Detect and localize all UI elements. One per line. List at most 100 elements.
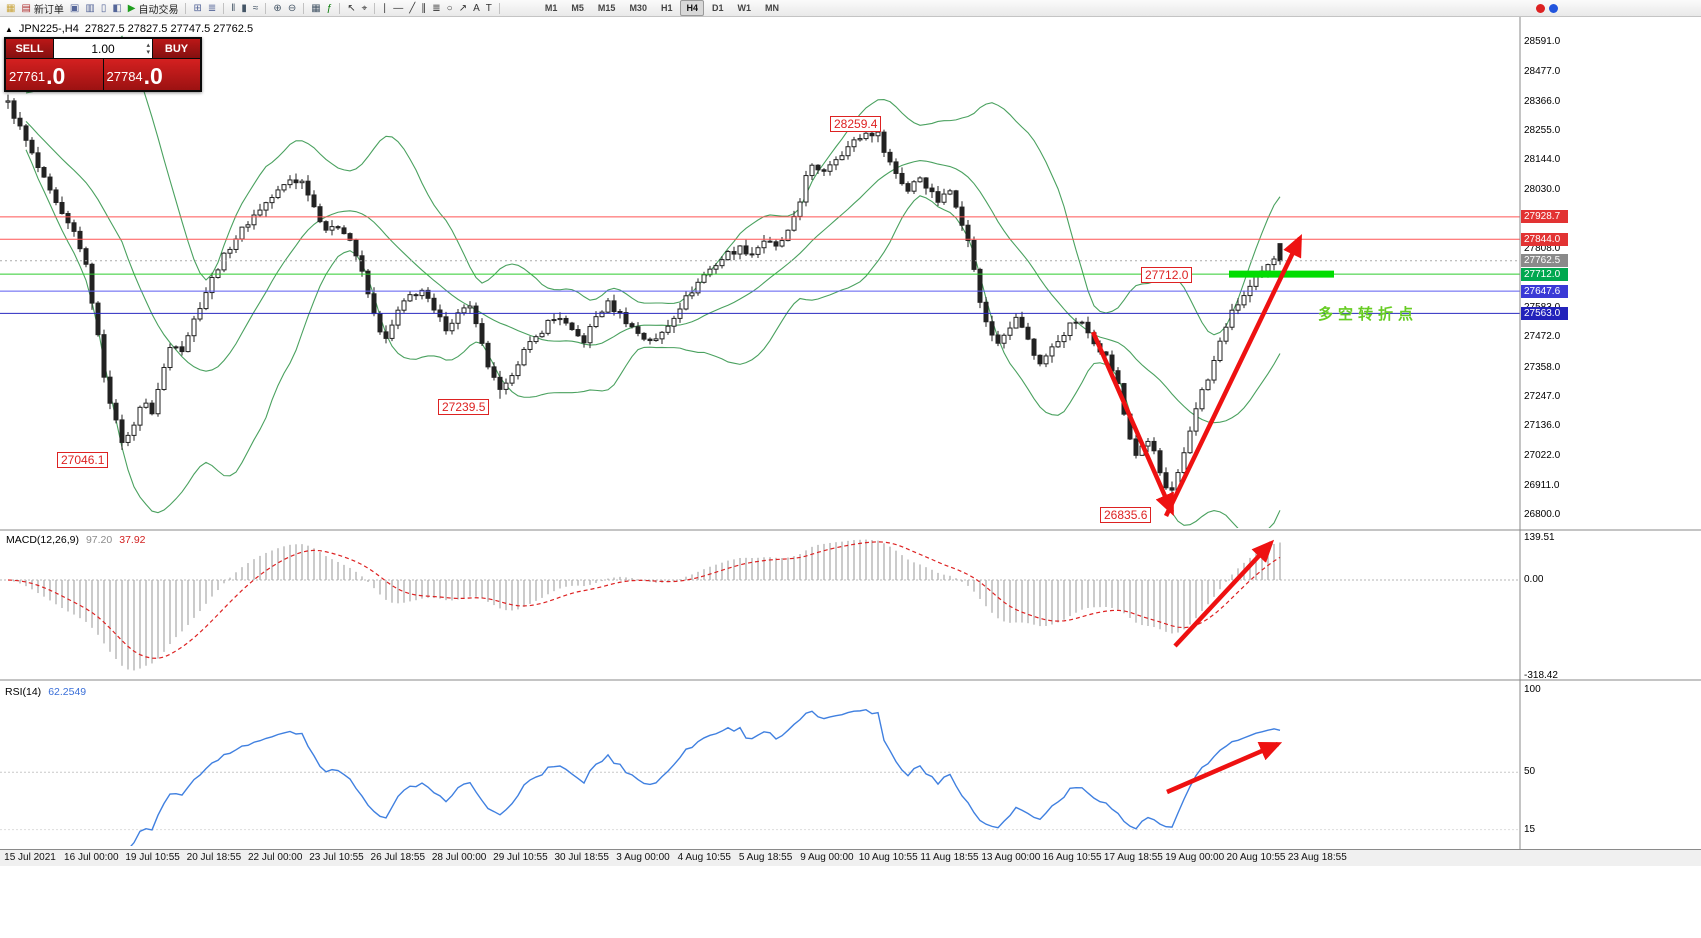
macd-signal-value: 37.92 — [119, 534, 146, 546]
rsi-axis-label: 50 — [1524, 766, 1536, 778]
chart-title: ▲ JPN225-,H4 27827.5 27827.5 27747.5 277… — [5, 23, 253, 35]
price-annotation-label[interactable]: 26835.6 — [1100, 507, 1152, 523]
shapes-icon[interactable]: ○ — [445, 1, 455, 16]
trendline-icon[interactable]: ╱ — [407, 1, 417, 16]
rsi-value: 62.2549 — [48, 686, 87, 698]
time-axis-label: 15 Jul 2021 — [4, 852, 56, 863]
trend-arrow-2[interactable] — [1163, 233, 1303, 517]
timeframe-m1-button[interactable]: M1 — [544, 3, 558, 13]
profiles-list-icon[interactable]: ≣ — [206, 1, 218, 16]
buy-button[interactable]: BUY — [153, 39, 200, 58]
timeframe-m30-button[interactable]: M30 — [629, 3, 647, 13]
zoom-out-icon[interactable]: ⊖ — [286, 1, 298, 16]
text-icon[interactable]: A — [471, 1, 482, 16]
trend-arrow-4[interactable] — [1166, 741, 1283, 795]
price-annotation-label[interactable]: 27712.0 — [1141, 267, 1193, 283]
current-price-badge: 27762.5 — [1521, 254, 1568, 268]
indicators-icon[interactable]: ƒ — [325, 1, 335, 16]
bollinger-middle-band — [25, 120, 1281, 424]
zoom-in-icon[interactable]: ⊕ — [271, 1, 283, 16]
time-axis-label: 23 Jul 10:55 — [309, 852, 364, 863]
toolbar-separator — [498, 2, 500, 14]
horizontal-line-icon-glyph: ― — [393, 2, 404, 14]
sell-price-display[interactable]: 27761 .0 — [6, 59, 103, 90]
price-annotation-label[interactable]: 28259.4 — [830, 116, 882, 132]
new-chart-icon[interactable]: ⊞ — [191, 1, 203, 16]
vertical-line-icon[interactable]: ∣ — [380, 1, 389, 16]
timeframe-w1-button[interactable]: W1 — [737, 3, 752, 13]
buy-price-display[interactable]: 27784 .0 — [103, 59, 200, 90]
volume-increase-button[interactable]: ▴ — [146, 41, 150, 49]
volume-decrease-button[interactable]: ▾ — [146, 48, 150, 56]
timeframe-h4-button[interactable]: H4 — [680, 0, 704, 16]
data-window-icon[interactable]: ◧ — [110, 1, 123, 16]
app-logo-icon[interactable]: ▦ — [4, 1, 17, 16]
blue-circle-icon[interactable] — [1549, 3, 1558, 13]
price-axis-label: 27247.0 — [1524, 390, 1561, 402]
timeframe-d1-button[interactable]: D1 — [711, 3, 724, 13]
timeframe-mn-button[interactable]: MN — [765, 3, 779, 13]
new-order-button[interactable]: ▤ 新订单 — [19, 1, 65, 16]
price-axis-label: 28591.0 — [1524, 36, 1561, 48]
time-axis-label: 30 Jul 18:55 — [554, 852, 609, 863]
tile-windows-icon[interactable]: ▦ — [309, 1, 322, 16]
time-axis-label: 11 Aug 18:55 — [920, 852, 979, 863]
time-axis-label: 9 Aug 00:00 — [800, 852, 854, 863]
price-annotation-label[interactable]: 27239.5 — [438, 399, 490, 415]
timeframe-h1-button[interactable]: H1 — [660, 3, 673, 13]
market-watch-icon-glyph: ▯ — [100, 2, 107, 14]
timeframe-m5-button[interactable]: M5 — [571, 3, 584, 13]
time-axis-label: 20 Jul 18:55 — [186, 852, 242, 863]
chart-window-icon-glyph: ▣ — [69, 2, 80, 14]
arrows-icon-glyph: ↗ — [458, 2, 468, 14]
channel-icon[interactable]: ∥ — [419, 1, 428, 16]
trend-arrow-3[interactable] — [1173, 539, 1275, 648]
text-icon-glyph: A — [473, 2, 480, 14]
price-annotation-label[interactable]: 27046.1 — [57, 452, 109, 468]
time-axis-label: 19 Jul 10:55 — [125, 852, 180, 863]
toolbar-separator — [185, 2, 187, 14]
crosshair-icon-glyph: ⌖ — [361, 2, 368, 14]
toolbar-right-icons — [1536, 3, 1558, 13]
horizontal-line-icon[interactable]: ― — [391, 1, 405, 16]
time-axis-label: 26 Jul 18:55 — [370, 852, 426, 863]
sell-button[interactable]: SELL — [6, 39, 53, 58]
bar-chart-icon[interactable]: ‖ — [229, 1, 237, 16]
cursor-icon[interactable]: ↖ — [345, 1, 357, 16]
chart-window-icon[interactable]: ▣ — [68, 1, 81, 16]
market-watch-icon[interactable]: ▯ — [99, 1, 109, 16]
candlestick-chart-icon[interactable]: ▮ — [239, 1, 249, 16]
turning-point-note[interactable]: 多空转折点 — [1318, 306, 1419, 323]
time-axis-label: 16 Jul 00:00 — [64, 852, 119, 863]
profiles-icon-glyph: ▥ — [85, 2, 95, 14]
price-axis-label: 26911.0 — [1524, 479, 1560, 491]
label-icon[interactable]: T — [484, 1, 494, 16]
profiles-icon[interactable]: ▥ — [83, 1, 96, 16]
fibonacci-icon[interactable]: ≣ — [430, 1, 442, 16]
vertical-line-icon-glyph: ∣ — [382, 2, 388, 14]
arrows-icon[interactable]: ↗ — [457, 1, 469, 16]
auto-trading-button-label: 自动交易 — [138, 4, 179, 16]
volume-input[interactable]: 1.00 ▴ ▾ — [54, 39, 152, 58]
macd-axis-label: -318.42 — [1524, 670, 1558, 681]
auto-trading-button[interactable]: ▶ 自动交易 — [126, 1, 181, 16]
macd-axis-label: 139.51 — [1524, 531, 1555, 543]
crosshair-icon[interactable]: ⌖ — [360, 1, 370, 16]
time-axis-label: 20 Aug 10:55 — [1226, 852, 1286, 863]
time-axis-strip[interactable] — [0, 849, 1701, 866]
time-axis-label: 28 Jul 00:00 — [431, 852, 487, 863]
red-circle-icon[interactable] — [1536, 3, 1545, 13]
price-axis-label: 28255.0 — [1524, 124, 1561, 136]
timeframe-m15-button[interactable]: M15 — [597, 3, 616, 13]
trend-arrow-1[interactable] — [1090, 331, 1175, 517]
fibonacci-icon-glyph: ≣ — [432, 2, 441, 14]
chart-marker-icon: ▲ — [5, 25, 13, 34]
time-axis-label: 19 Aug 00:00 — [1165, 852, 1225, 863]
volume-value: 1.00 — [91, 41, 115, 56]
price-axis-label: 27136.0 — [1524, 420, 1561, 432]
line-chart-icon[interactable]: ≈ — [251, 1, 261, 16]
macd-histogram — [13, 539, 1281, 671]
buy-price-main: 27784 — [106, 69, 143, 84]
one-click-trading-panel: SELL 1.00 ▴ ▾ BUY 27761 .0 27784 .0 — [4, 37, 202, 92]
